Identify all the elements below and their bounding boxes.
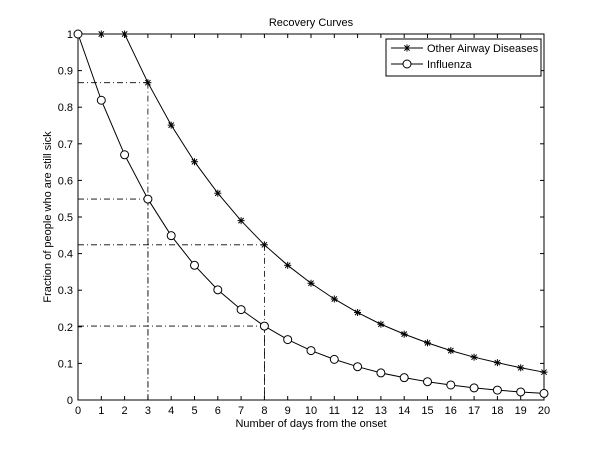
x-tick-label: 16	[445, 405, 457, 417]
legend: Other Airway Diseases Influenza	[385, 38, 542, 77]
x-tick-label: 19	[515, 405, 527, 417]
x-tick-label: 14	[398, 405, 410, 417]
data-point-influenza	[143, 194, 153, 204]
data-point-other-airway	[354, 309, 362, 317]
x-tick-label: 4	[168, 405, 174, 417]
data-point-other-airway	[214, 189, 222, 197]
y-tick-label: 0.4	[58, 249, 73, 261]
x-tick-label: 9	[285, 405, 291, 417]
y-tick-label: 1	[67, 29, 73, 41]
data-point-other-airway	[237, 217, 245, 225]
y-tick-label: 0.1	[58, 358, 73, 370]
data-point-influenza	[469, 383, 479, 393]
data-point-influenza	[306, 346, 316, 356]
x-tick-label: 1	[98, 405, 104, 417]
y-tick-label: 0	[67, 395, 73, 407]
data-point-influenza	[539, 388, 549, 398]
y-tick-label: 0.8	[58, 102, 73, 114]
data-point-influenza	[353, 362, 363, 372]
data-point-influenza	[399, 373, 409, 383]
x-tick-label: 12	[351, 405, 363, 417]
data-point-other-airway	[191, 158, 198, 166]
data-point-other-airway	[470, 353, 478, 361]
data-point-other-airway	[330, 295, 338, 303]
data-point-other-airway	[493, 359, 501, 367]
data-point-influenza	[236, 305, 246, 315]
legend-marker-circle	[402, 59, 412, 69]
data-point-other-airway	[517, 364, 525, 372]
data-point-influenza	[190, 260, 199, 270]
data-point-influenza	[120, 150, 130, 160]
data-point-influenza	[259, 321, 269, 331]
data-point-influenza	[213, 285, 223, 295]
x-tick-label: 10	[305, 405, 317, 417]
legend-marker-asterisk	[403, 44, 411, 52]
data-point-influenza	[376, 368, 386, 378]
x-tick-label: 15	[421, 405, 433, 417]
data-point-influenza	[166, 231, 176, 241]
legend-label-other-airway: Other Airway Diseases	[427, 43, 539, 55]
data-point-other-airway	[447, 347, 455, 355]
data-point-influenza	[73, 29, 83, 39]
x-tick-label: 18	[491, 405, 503, 417]
x-tick-label: 13	[375, 405, 387, 417]
data-point-other-airway	[97, 30, 105, 38]
x-tick-label: 0	[75, 405, 81, 417]
data-point-other-airway	[400, 330, 408, 338]
plot-area: 0 1 2 3 4 5 6 7 8 9 10 11 12 13 14 15 16 17 18 19 2000.10.20…	[58, 29, 550, 417]
data-point-influenza	[423, 377, 432, 387]
y-tick-label: 0.2	[58, 322, 73, 334]
y-tick-label: 0.3	[58, 285, 73, 297]
chart-title: Recovery Curves	[269, 17, 354, 29]
x-tick-label: 7	[238, 405, 244, 417]
data-point-influenza	[96, 95, 106, 105]
y-axis-label: Fraction of people who are still sick	[42, 131, 54, 303]
y-tick-label: 0.5	[58, 212, 73, 224]
data-point-other-airway	[284, 261, 292, 269]
data-point-influenza	[516, 387, 526, 397]
data-point-other-airway	[260, 241, 268, 249]
data-point-other-airway	[424, 339, 431, 347]
legend-box	[385, 38, 542, 77]
data-point-other-airway	[307, 279, 315, 287]
x-tick-label: 17	[468, 405, 480, 417]
x-tick-label: 6	[215, 405, 221, 417]
data-point-influenza	[329, 354, 339, 364]
data-point-other-airway	[540, 368, 548, 376]
legend-label-influenza: Influenza	[427, 59, 473, 71]
legend-asterisk-icon	[403, 44, 411, 52]
x-axis-label: Number of days from the onset	[235, 418, 386, 430]
data-point-other-airway	[144, 79, 152, 87]
x-tick-label: 20	[538, 405, 550, 417]
x-tick-label: 8	[261, 405, 267, 417]
data-point-other-airway	[377, 320, 385, 328]
data-point-influenza	[283, 335, 293, 345]
legend-circle-icon	[402, 59, 412, 69]
x-tick-label: 5	[191, 405, 197, 417]
x-tick-label: 11	[329, 405, 340, 417]
y-tick-label: 0.7	[58, 139, 73, 151]
x-tick-label: 3	[145, 405, 151, 417]
y-tick-label: 0.6	[58, 175, 73, 187]
data-point-other-airway	[121, 30, 129, 38]
x-tick-label: 2	[122, 405, 128, 417]
data-point-other-airway	[167, 121, 175, 129]
y-tick-label: 0.9	[58, 66, 73, 78]
data-point-influenza	[446, 380, 456, 390]
data-point-influenza	[492, 385, 502, 395]
